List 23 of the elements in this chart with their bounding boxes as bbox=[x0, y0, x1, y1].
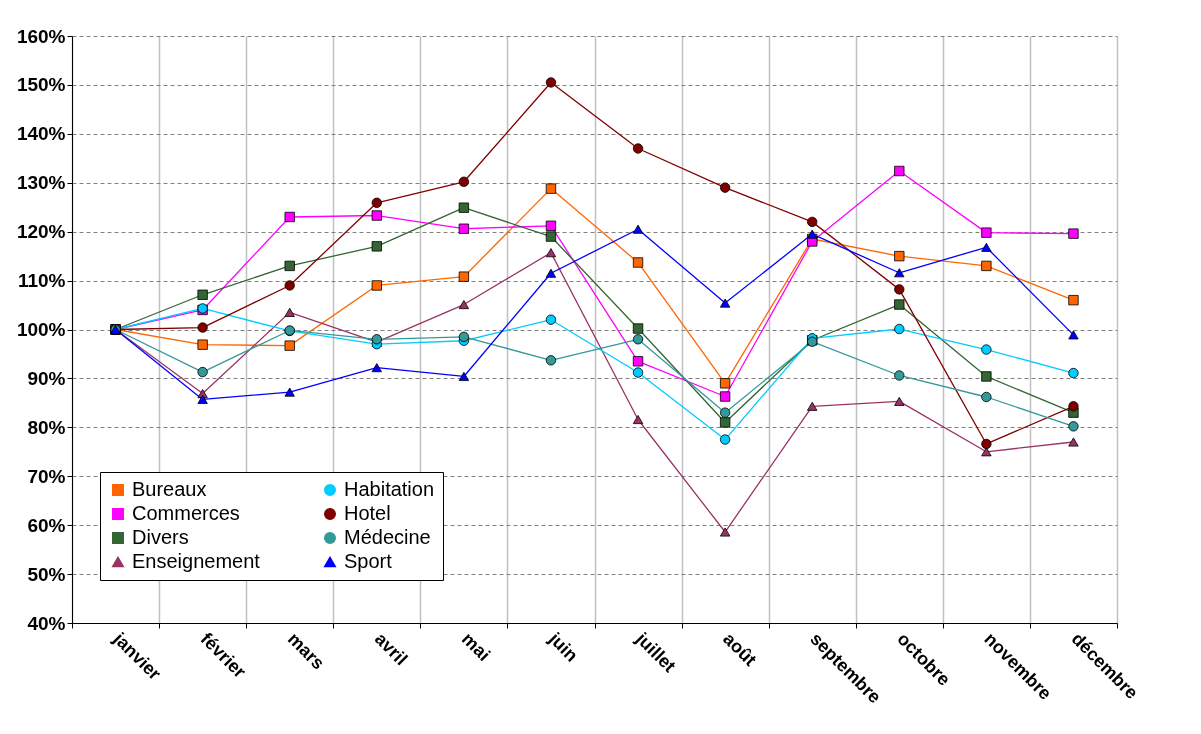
legend-label: Bureaux bbox=[132, 478, 207, 500]
legend-label: Hotel bbox=[344, 502, 391, 524]
y-tick-label: 130% bbox=[16, 172, 66, 194]
legend-label: Divers bbox=[132, 526, 189, 548]
legend-label: Sport bbox=[344, 550, 393, 572]
y-tick-label: 90% bbox=[27, 367, 66, 389]
y-tick-label: 110% bbox=[17, 270, 66, 292]
y-tick-label: 50% bbox=[27, 563, 66, 585]
legend-label: Commerces bbox=[132, 502, 240, 524]
x-tick-label: mai bbox=[458, 628, 495, 665]
y-tick-label: 60% bbox=[27, 514, 66, 536]
y-tick-label: 140% bbox=[16, 123, 66, 145]
y-tick-label: 100% bbox=[16, 319, 66, 340]
y-tick-label: 160% bbox=[16, 25, 66, 47]
y-tick-label: 120% bbox=[16, 221, 66, 243]
y-tick-label: 150% bbox=[16, 74, 66, 96]
legend-label: Enseignement bbox=[132, 550, 261, 572]
x-tick-label: juin bbox=[544, 628, 582, 666]
y-tick-label: 80% bbox=[27, 416, 66, 438]
legend-label: Médecine bbox=[344, 526, 431, 548]
y-tick-label: 70% bbox=[27, 465, 66, 487]
legend-label: Habitation bbox=[344, 478, 435, 500]
y-tick-label: 40% bbox=[27, 612, 66, 634]
